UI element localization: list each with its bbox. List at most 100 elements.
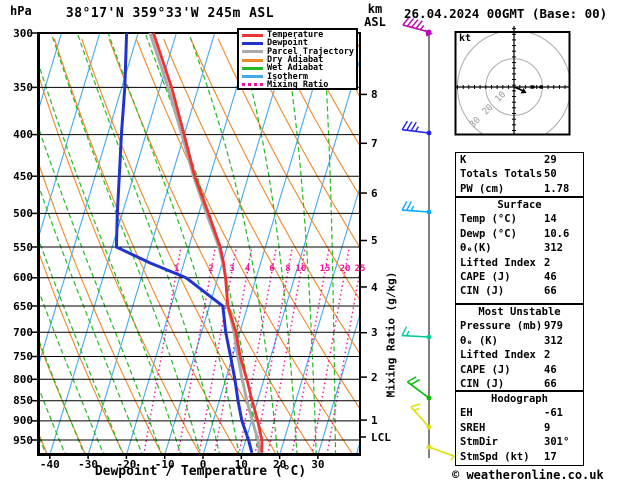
dewpoint-line-swatch (242, 41, 263, 45)
index-row: PW (cm) 1.78 (460, 182, 570, 195)
temperature-tick-label: -40 (39, 458, 60, 471)
km-tick-label: 4 (371, 280, 378, 294)
mixing-ratio-axis-label: Mixing Ratio (g/kg) (384, 271, 398, 398)
isotherm-swatch (242, 75, 263, 79)
index-row: K 29 (460, 154, 557, 166)
index-row: CIN (J) 66 (460, 285, 557, 298)
legend-item: Isotherm (242, 71, 356, 82)
index-row: CAPE (J) 46 (460, 363, 557, 376)
index-row: Totals Totals 50 (460, 168, 557, 181)
temperature-tick-label: -30 (78, 458, 99, 471)
most-unstable-box-title: Most Unstable (478, 306, 561, 318)
pressure-tick-label: 750 (13, 350, 33, 364)
index-row: EH -61 (460, 407, 563, 420)
index-row: Dewp (°C) 10.6 (460, 227, 570, 240)
temperature-tick-label: 10 (234, 458, 248, 471)
pressure-tick-label: 500 (13, 206, 33, 220)
index-row: StmDir 301° (460, 436, 570, 449)
index-row: CIN (J) 66 (460, 377, 557, 390)
mixing-ratio-label: 8 (285, 264, 291, 274)
km-tick-label: 8 (371, 87, 378, 101)
chart-legend: Temperature Dewpoint Parcel Trajectory D… (237, 28, 358, 90)
legend-label: Isotherm (267, 71, 308, 82)
valid-datetime: 26.04.2024 00GMT (Base: 00) (404, 6, 608, 21)
pressure-tick-label: 800 (13, 372, 33, 386)
mixing-ratio-swatch (242, 83, 263, 87)
km-tick-label: 6 (371, 186, 378, 200)
svg-text:30: 30 (468, 115, 483, 130)
pressure-tick-label: 700 (13, 325, 33, 339)
pressure-tick-label: 300 (13, 26, 33, 40)
mixing-ratio-label: 10 (295, 264, 307, 274)
dry-adiabat-swatch (242, 58, 263, 62)
index-row: Lifted Index 2 (460, 349, 551, 362)
pressure-tick-label: 600 (13, 271, 33, 285)
mixing-ratio-label: 6 (269, 264, 275, 274)
surface-box: Surface Temp (°C) 14 Dewp (°C) 10.6 θₑ(K) 3… (455, 197, 584, 304)
legend-label: Mixing Ratio (267, 79, 329, 90)
legend-label: Dry Adiabat (267, 55, 324, 66)
pressure-axis-unit: hPa (10, 4, 32, 18)
svg-text:10: 10 (493, 90, 508, 105)
mixing-ratio-label: 4 (244, 264, 251, 274)
pressure-tick-label: 650 (13, 299, 33, 313)
index-row: θₑ (K) 312 (460, 334, 563, 347)
index-row: Lifted Index 2 (460, 256, 551, 269)
km-tick-label: 3 (371, 326, 378, 340)
index-row: Temp (°C) 14 (460, 213, 557, 226)
wet-adiabat-swatch (242, 66, 263, 70)
pressure-tick-label: 550 (13, 240, 33, 254)
mixing-ratio-label: 1 (174, 264, 180, 274)
parcel-line-swatch (242, 50, 263, 54)
hodograph-stats-box: Hodograph EH -61 SREH 9 StmDir 301° StmSpd … (455, 391, 584, 466)
pressure-tick-label: 400 (13, 128, 33, 142)
svg-text:20: 20 (481, 103, 496, 118)
credit-text: © weatheronline.co.uk (452, 468, 604, 482)
legend-item: Wet Adiabat (242, 63, 356, 74)
surface-box-title: Surface (497, 199, 542, 211)
pressure-tick-label: 850 (13, 394, 33, 408)
legend-item: Dewpoint (242, 38, 356, 49)
mixing-ratio-label: 2 (208, 264, 214, 274)
temperature-tick-label: 20 (272, 458, 287, 471)
pressure-tick-label: 900 (13, 414, 33, 428)
temperature-tick-label: -10 (154, 458, 175, 471)
hodograph-unit-label: kt (459, 33, 472, 44)
pressure-tick-label: 450 (13, 169, 33, 183)
most-unstable-box: Most Unstable Pressure (mb) 979 θₑ (K) 312… (455, 304, 584, 391)
temperature-tick-label: -20 (116, 458, 137, 471)
altitude-axis-unit-asl: ASL (364, 15, 386, 29)
lcl-label: LCL (371, 430, 391, 444)
station-title: 38°17'N 359°33'W 245m ASL (65, 6, 275, 21)
legend-item: Parcel Trajectory (242, 46, 356, 57)
legend-label: Temperature (267, 30, 324, 41)
x-axis-label: Dewpoint / Temperature (°C) (94, 464, 307, 479)
pressure-tick-label: 350 (13, 80, 33, 94)
legend-label: Parcel Trajectory (267, 46, 354, 57)
hodograph-box-title: Hodograph (491, 393, 548, 405)
index-row: StmSpd (kt) 17 (460, 450, 557, 463)
legend-item: Dry Adiabat (242, 56, 356, 64)
pressure-tick-label: 950 (13, 433, 33, 447)
mixing-ratio-label: 25 (354, 264, 366, 274)
index-row: θₑ(K) 312 (460, 242, 563, 255)
km-tick-label: 2 (371, 370, 378, 384)
legend-label: Wet Adiabat (267, 63, 324, 74)
index-row: Pressure (mb) 979 (460, 320, 563, 333)
km-tick-label: 7 (371, 136, 378, 150)
legend-item: Temperature (242, 31, 356, 39)
altitude-axis-unit-km: km (367, 2, 383, 16)
mixing-ratio-label: 15 (319, 264, 331, 274)
temperature-tick-label: 30 (311, 458, 325, 471)
mixing-ratio-label: 20 (339, 264, 351, 274)
temperature-line-swatch (242, 33, 263, 37)
index-row: CAPE (J) 46 (460, 270, 557, 283)
legend-label: Dewpoint (267, 38, 308, 49)
indices-box: K 29 Totals Totals 50 PW (cm) 1.78 (455, 152, 584, 197)
km-tick-label: 1 (371, 413, 378, 427)
temperature-tick-label: 0 (199, 458, 207, 471)
km-tick-label: 5 (371, 234, 378, 248)
index-row: SREH 9 (460, 421, 551, 434)
legend-item: Mixing Ratio (242, 81, 356, 89)
